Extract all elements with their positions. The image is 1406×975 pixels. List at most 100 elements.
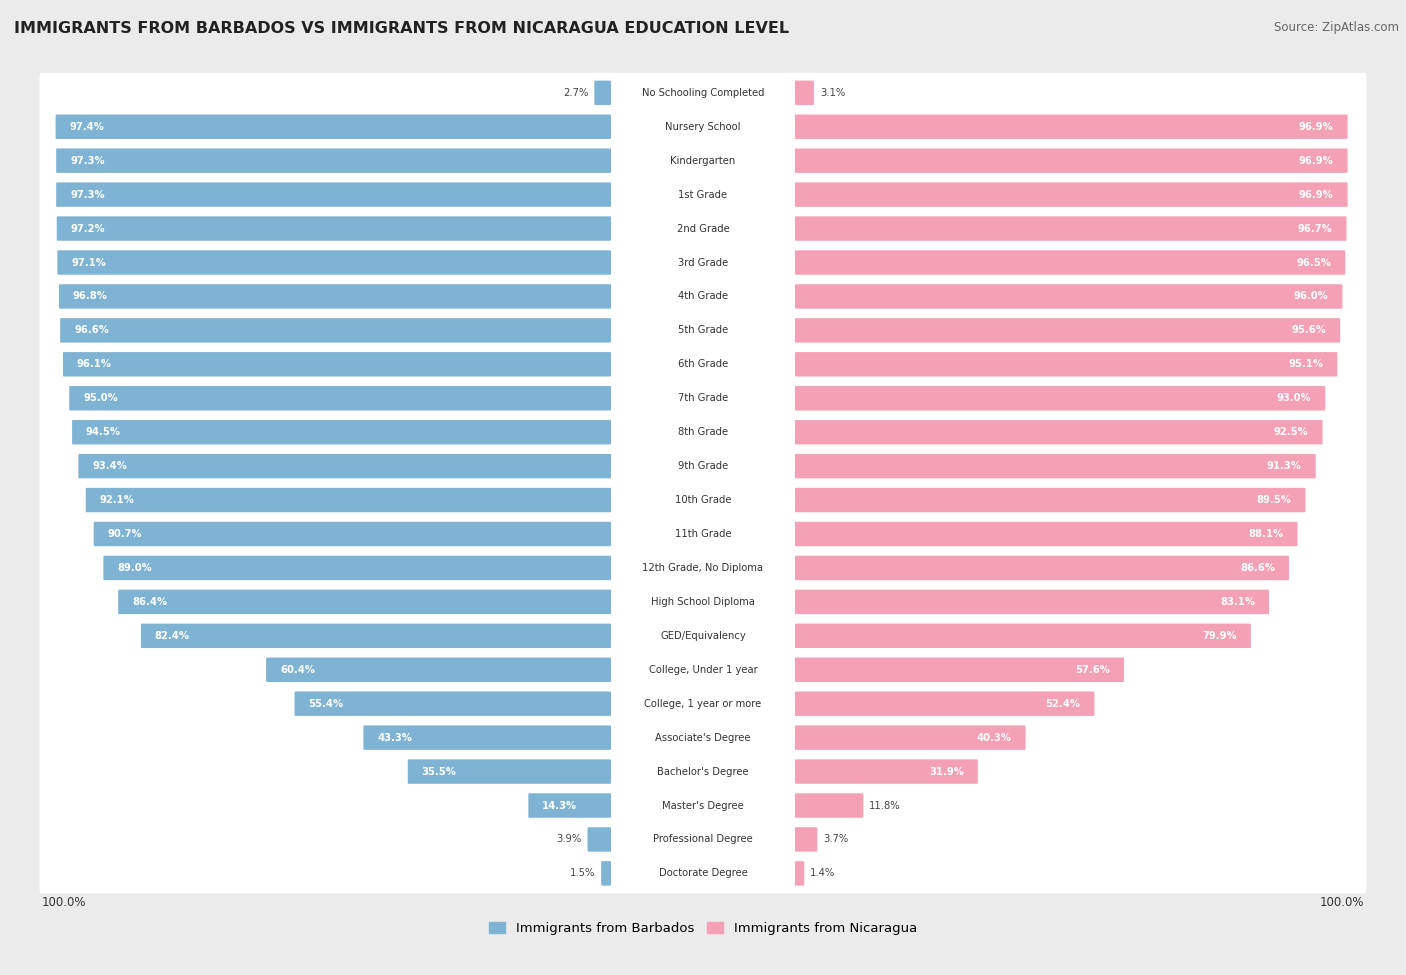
FancyBboxPatch shape (794, 285, 1343, 309)
Text: 6th Grade: 6th Grade (678, 360, 728, 370)
Text: 91.3%: 91.3% (1267, 461, 1302, 471)
FancyBboxPatch shape (39, 786, 1367, 826)
FancyBboxPatch shape (39, 548, 1367, 588)
FancyBboxPatch shape (794, 420, 1323, 445)
Text: 8th Grade: 8th Grade (678, 427, 728, 437)
FancyBboxPatch shape (794, 352, 1337, 376)
Text: High School Diploma: High School Diploma (651, 597, 755, 606)
Text: 89.5%: 89.5% (1257, 495, 1292, 505)
Text: 3.1%: 3.1% (820, 88, 845, 98)
Text: 100.0%: 100.0% (1320, 896, 1365, 909)
Text: 94.5%: 94.5% (86, 427, 121, 437)
FancyBboxPatch shape (794, 114, 1347, 139)
FancyBboxPatch shape (39, 480, 1367, 520)
FancyBboxPatch shape (39, 616, 1367, 656)
FancyBboxPatch shape (408, 760, 612, 784)
Text: 57.6%: 57.6% (1076, 665, 1111, 675)
Text: 11th Grade: 11th Grade (675, 529, 731, 539)
FancyBboxPatch shape (794, 488, 1305, 512)
Text: Associate's Degree: Associate's Degree (655, 732, 751, 743)
Text: 10th Grade: 10th Grade (675, 495, 731, 505)
FancyBboxPatch shape (39, 73, 1367, 113)
Text: Nursery School: Nursery School (665, 122, 741, 132)
FancyBboxPatch shape (794, 556, 1289, 580)
Text: 3.9%: 3.9% (557, 835, 582, 844)
FancyBboxPatch shape (39, 412, 1367, 452)
FancyBboxPatch shape (794, 794, 863, 818)
FancyBboxPatch shape (56, 216, 612, 241)
Text: IMMIGRANTS FROM BARBADOS VS IMMIGRANTS FROM NICARAGUA EDUCATION LEVEL: IMMIGRANTS FROM BARBADOS VS IMMIGRANTS F… (14, 21, 789, 36)
FancyBboxPatch shape (69, 386, 612, 410)
FancyBboxPatch shape (794, 725, 1025, 750)
Text: College, Under 1 year: College, Under 1 year (648, 665, 758, 675)
FancyBboxPatch shape (118, 590, 612, 614)
FancyBboxPatch shape (39, 277, 1367, 317)
FancyBboxPatch shape (79, 454, 612, 479)
Text: 9th Grade: 9th Grade (678, 461, 728, 471)
Text: 35.5%: 35.5% (422, 766, 457, 776)
Text: Professional Degree: Professional Degree (654, 835, 752, 844)
Text: Bachelor's Degree: Bachelor's Degree (657, 766, 749, 776)
FancyBboxPatch shape (60, 318, 612, 342)
FancyBboxPatch shape (294, 691, 612, 716)
FancyBboxPatch shape (39, 649, 1367, 689)
Text: 96.7%: 96.7% (1298, 223, 1333, 234)
Text: 95.1%: 95.1% (1288, 360, 1323, 370)
Text: GED/Equivalency: GED/Equivalency (661, 631, 745, 641)
FancyBboxPatch shape (39, 243, 1367, 283)
Text: Master's Degree: Master's Degree (662, 800, 744, 810)
FancyBboxPatch shape (59, 285, 612, 309)
FancyBboxPatch shape (39, 752, 1367, 792)
Text: 89.0%: 89.0% (117, 563, 152, 573)
Text: 1.5%: 1.5% (569, 869, 595, 878)
Text: 96.9%: 96.9% (1299, 122, 1334, 132)
FancyBboxPatch shape (39, 514, 1367, 554)
Text: 93.0%: 93.0% (1277, 393, 1312, 404)
FancyBboxPatch shape (39, 344, 1367, 384)
FancyBboxPatch shape (794, 590, 1270, 614)
FancyBboxPatch shape (63, 352, 612, 376)
FancyBboxPatch shape (794, 251, 1346, 275)
FancyBboxPatch shape (56, 114, 612, 139)
FancyBboxPatch shape (58, 251, 612, 275)
Text: 96.9%: 96.9% (1299, 156, 1334, 166)
Text: 40.3%: 40.3% (977, 732, 1012, 743)
Text: 96.8%: 96.8% (73, 292, 108, 301)
Text: 3rd Grade: 3rd Grade (678, 257, 728, 267)
FancyBboxPatch shape (104, 556, 612, 580)
Text: 93.4%: 93.4% (93, 461, 127, 471)
Text: 2.7%: 2.7% (562, 88, 588, 98)
FancyBboxPatch shape (39, 140, 1367, 180)
Text: 4th Grade: 4th Grade (678, 292, 728, 301)
FancyBboxPatch shape (529, 794, 612, 818)
FancyBboxPatch shape (39, 683, 1367, 723)
FancyBboxPatch shape (794, 691, 1094, 716)
FancyBboxPatch shape (794, 861, 804, 885)
Text: 55.4%: 55.4% (308, 699, 343, 709)
Text: 3.7%: 3.7% (824, 835, 849, 844)
FancyBboxPatch shape (794, 148, 1347, 173)
Text: 7th Grade: 7th Grade (678, 393, 728, 404)
Text: 86.4%: 86.4% (132, 597, 167, 606)
Text: 96.5%: 96.5% (1296, 257, 1331, 267)
Text: 86.6%: 86.6% (1240, 563, 1275, 573)
FancyBboxPatch shape (39, 853, 1367, 893)
FancyBboxPatch shape (39, 209, 1367, 249)
Text: 43.3%: 43.3% (377, 732, 412, 743)
Text: 96.1%: 96.1% (77, 360, 112, 370)
Text: 11.8%: 11.8% (869, 800, 901, 810)
FancyBboxPatch shape (794, 522, 1298, 546)
Text: 88.1%: 88.1% (1249, 529, 1284, 539)
FancyBboxPatch shape (39, 310, 1367, 350)
Text: 60.4%: 60.4% (280, 665, 315, 675)
Text: 100.0%: 100.0% (41, 896, 86, 909)
FancyBboxPatch shape (39, 175, 1367, 214)
Text: 92.1%: 92.1% (100, 495, 135, 505)
Text: 97.3%: 97.3% (70, 156, 104, 166)
Text: Doctorate Degree: Doctorate Degree (658, 869, 748, 878)
FancyBboxPatch shape (794, 182, 1347, 207)
FancyBboxPatch shape (602, 861, 612, 885)
FancyBboxPatch shape (39, 819, 1367, 860)
Text: Source: ZipAtlas.com: Source: ZipAtlas.com (1274, 21, 1399, 34)
FancyBboxPatch shape (94, 522, 612, 546)
